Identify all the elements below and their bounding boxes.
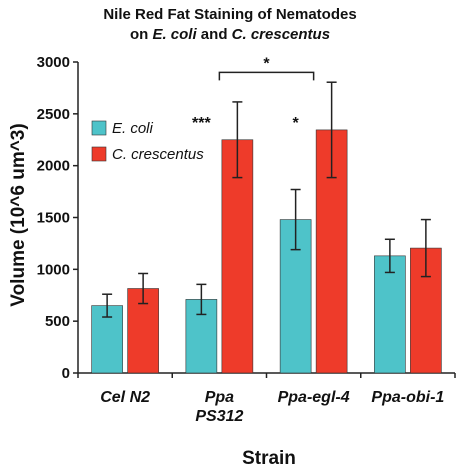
chart-title-part: and — [197, 26, 232, 43]
chart-title-part: E. coli — [152, 26, 197, 43]
x-tick-label-line: Ppa-egl-4 — [278, 389, 350, 406]
y-axis-title: Volume (10^6 um^3) — [8, 123, 29, 306]
x-tick-label-line: Ppa-obi-1 — [371, 389, 444, 406]
chart-title-part: Nile Red Fat Staining of Nematodes — [103, 6, 356, 23]
chart-title-part: C. crescentus — [232, 26, 330, 43]
y-tick-label: 0 — [62, 365, 70, 382]
y-tick-label: 1000 — [37, 261, 70, 278]
x-tick-label: Cel N2 — [100, 389, 150, 406]
x-tick-label-line: Ppa — [205, 389, 234, 406]
significance-bracket — [218, 71, 315, 81]
x-tick-label-line: PS312 — [195, 408, 243, 425]
chart-title-line: Nile Red Fat Staining of Nematodes — [103, 6, 356, 23]
y-tick-label: 2000 — [37, 158, 70, 175]
chart-title: Nile Red Fat Staining of Nematodes on E. … — [103, 6, 356, 43]
bar — [221, 139, 254, 374]
x-tick-label: Ppa-egl-4 — [278, 389, 350, 406]
bars — [91, 81, 442, 374]
y-tick-label: 1500 — [37, 210, 70, 227]
chart-title-part: on — [130, 26, 153, 43]
legend-swatch — [91, 120, 107, 136]
y-tick-label: 3000 — [37, 54, 70, 71]
y-tick-label: 500 — [45, 313, 70, 330]
legend-label: C. crescentus — [112, 146, 204, 163]
legend: E. coli C. crescentus — [91, 120, 204, 163]
legend-label: E. coli — [112, 120, 154, 137]
x-tick-label: Ppa PS312 — [195, 389, 243, 425]
significance-label: * — [293, 115, 300, 132]
y-tick-label: 2500 — [37, 106, 70, 123]
x-tick-label: Ppa-obi-1 — [371, 389, 444, 406]
significance-label: *** — [192, 115, 211, 132]
significance-annotations: *** ** — [192, 55, 315, 132]
y-axis: 0 500 1000 1500 2000 2500 3000 — [37, 54, 79, 382]
x-axis-title: Strain — [242, 448, 296, 469]
bar — [374, 255, 406, 374]
x-axis: Cel N2 Ppa PS312 Ppa-egl-4 Ppa-obi-1 — [77, 372, 456, 425]
x-tick-label-line: Cel N2 — [100, 389, 150, 406]
significance-label: * — [263, 55, 270, 72]
chart-title-line: on E. coli and C. crescentus — [130, 26, 330, 43]
legend-swatch — [91, 146, 107, 162]
